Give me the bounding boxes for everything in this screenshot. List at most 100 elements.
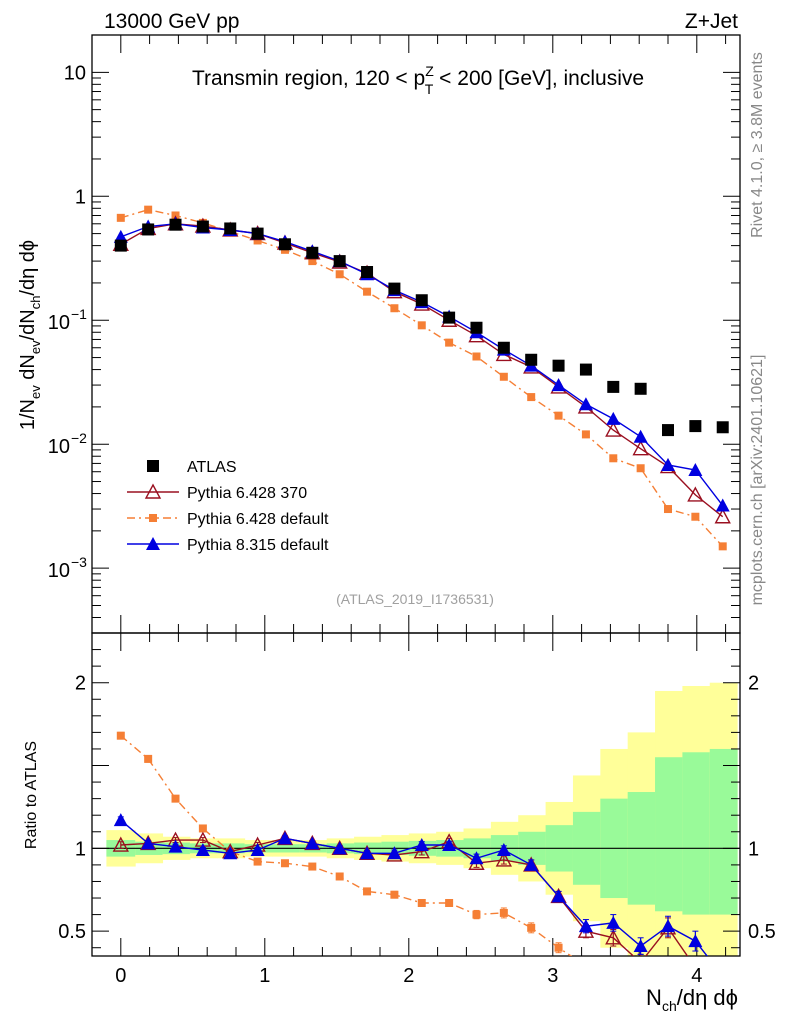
- data-point-py6_370: [687, 486, 704, 502]
- data-point-py6_default: [253, 236, 262, 245]
- data-point-py6_default: [417, 321, 426, 330]
- ratio-point-py6_default: [472, 910, 481, 919]
- ratio-point-py8: [141, 836, 156, 850]
- header-process: Z+Jet: [685, 10, 738, 33]
- rivet-version-label: Rivet 4.1.0, ≥ 3.8M events: [749, 52, 766, 238]
- ratio-ytick-label: 1: [75, 838, 86, 860]
- ratio-point-py6_default: [308, 862, 317, 871]
- data-point-atlas: [662, 424, 674, 437]
- ratio-point-py6_370: [639, 954, 642, 956]
- ratio-series-py6_default: [116, 731, 617, 973]
- legend-label-py6_370: Pythia 6.428 370: [187, 485, 307, 502]
- data-point-atlas: [306, 246, 319, 259]
- band-inner: [655, 757, 683, 912]
- ratio-point-py6_default: [499, 908, 508, 917]
- ratio-point-py6_370: [112, 836, 129, 852]
- ratio-point-py6_default: [390, 890, 399, 899]
- ratio-point-py6_default: [335, 872, 344, 881]
- data-point-py6_default: [144, 205, 153, 214]
- data-point-py6_default: [554, 411, 563, 420]
- data-point-atlas: [333, 255, 346, 268]
- data-point-py6_default: [335, 270, 344, 279]
- main-ytick-label: 10: [48, 436, 70, 458]
- data-point-atlas: [607, 380, 620, 393]
- data-point-py6_default: [445, 338, 454, 347]
- ratio-xtick-label: 2: [403, 965, 414, 987]
- data-point-atlas: [552, 359, 565, 372]
- ratio-point-py8: [195, 842, 210, 856]
- data-point-atlas: [114, 239, 127, 252]
- ratio-point-py8: [606, 915, 621, 929]
- data-point-py6_default: [636, 464, 645, 473]
- data-point-py6_370: [605, 421, 622, 437]
- data-point-py8: [688, 462, 703, 476]
- ratio-point-py8: [250, 842, 265, 856]
- data-point-atlas: [634, 382, 647, 395]
- data-point-atlas: [415, 294, 428, 307]
- ratio-point-py6_default: [417, 898, 426, 907]
- data-point-atlas: [169, 218, 182, 231]
- data-point-atlas: [525, 353, 538, 366]
- main-ytick-exponent: −3: [71, 554, 87, 570]
- main-ylabel: 1/Nev dNev/dNch/dη dϕ: [17, 240, 43, 430]
- main-ytick-exponent: −1: [71, 306, 87, 322]
- legend-marker-atlas: [147, 460, 159, 472]
- ratio-point-py8: [442, 838, 457, 852]
- ratio-plot-area: 0 1 2 3 4 2 2 1 1 0.5 0.5: [58, 632, 776, 987]
- main-series: [112, 205, 731, 551]
- data-point-py8: [661, 457, 675, 471]
- ratio-point-py6_370: [495, 851, 513, 867]
- main-ytick-label: 10: [64, 62, 86, 84]
- ratio-point-py6_370: [413, 843, 430, 859]
- mcplots-label: mcplots.cern.ch [arXiv:2401.10621]: [749, 355, 766, 606]
- ratio-point-py8: [688, 934, 703, 948]
- data-point-py8: [578, 397, 593, 411]
- data-point-py6_default: [664, 505, 672, 514]
- ratio-point-py8: [524, 857, 539, 871]
- ratio-point-py6_default: [582, 962, 590, 970]
- legend-label-py6_default: Pythia 6.428 default: [187, 511, 329, 528]
- ratio-ytick-label-right: 0.5: [748, 921, 776, 943]
- data-point-py6_default: [472, 352, 481, 361]
- data-point-atlas: [388, 282, 401, 295]
- ratio-ylabel: Ratio to ATLAS: [23, 741, 40, 849]
- data-point-py6_default: [581, 430, 590, 439]
- ratio-point-py8: [661, 919, 675, 933]
- ratio-xtick-label: 0: [115, 965, 126, 987]
- ratio-point-py8: [551, 889, 566, 903]
- series-py6_370: [112, 215, 731, 524]
- ratio-series: [112, 731, 708, 973]
- ratio-point-py6_default: [445, 898, 454, 907]
- main-ytick-label: 10: [48, 560, 70, 582]
- ratio-point-py6_default: [280, 859, 289, 868]
- data-point-py6_default: [308, 257, 317, 266]
- ratio-xtick-label: 1: [259, 965, 270, 987]
- data-point-atlas: [142, 223, 155, 236]
- main-ytick-label: 10: [48, 312, 70, 334]
- legend-label-atlas: ATLAS: [187, 459, 237, 476]
- legend-label-py8: Pythia 8.315 default: [187, 537, 329, 554]
- data-point-atlas: [689, 420, 702, 433]
- legend-item-atlas: ATLAS: [147, 459, 237, 476]
- ratio-point-py8: [113, 813, 128, 827]
- data-point-atlas: [579, 363, 592, 376]
- ratio-point-py8: [223, 846, 238, 860]
- main-title: Transmin region, 120 < pZ T < 200 [GeV], …: [192, 63, 644, 97]
- legend-item-py6_default: Pythia 6.428 default: [127, 511, 329, 528]
- ratio-point-py8: [360, 846, 375, 860]
- main-ytick-exponent: −2: [71, 430, 87, 446]
- ratio-xtick-label: 4: [691, 965, 702, 987]
- data-point-py8: [633, 429, 648, 443]
- ratio-point-py6_default: [609, 965, 617, 973]
- ratio-point-py8: [496, 842, 511, 856]
- ratio-point-py6_370: [605, 929, 622, 945]
- xlabel: Nch/dη dϕ: [646, 985, 738, 1014]
- ratio-xtick-label: 3: [547, 965, 558, 987]
- data-point-py8: [715, 498, 730, 512]
- ratio-point-py6_default: [198, 824, 207, 833]
- legend-marker-py6_370: [144, 483, 162, 499]
- ratio-point-py6_default: [554, 943, 563, 952]
- header-energy: 13000 GeV pp: [104, 10, 239, 33]
